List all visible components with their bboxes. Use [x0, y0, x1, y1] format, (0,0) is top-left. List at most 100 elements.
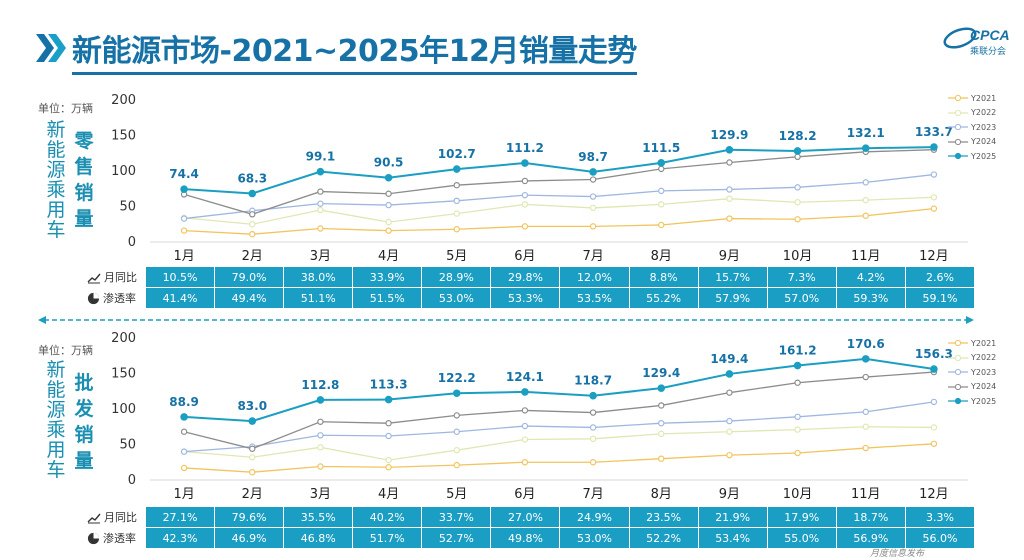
data-point-y2025 [248, 189, 257, 198]
data-point-y2024 [862, 373, 869, 381]
legend-label: Y2024 [971, 137, 997, 147]
data-point-y2025 [657, 159, 666, 167]
y-tick-label: 200 [111, 93, 136, 108]
vehicle-label-char: 新 [46, 119, 66, 141]
data-point-y2024 [521, 177, 529, 185]
y-tick-label: 50 [119, 438, 136, 453]
legend-marker-icon [948, 95, 968, 102]
data-point-y2023 [658, 187, 665, 195]
table-cell: 33.7% [421, 506, 492, 528]
table-cell: 18.7% [835, 506, 906, 528]
row-header-label: 月同比 [104, 271, 137, 284]
data-point-y2024 [658, 402, 665, 409]
data-point-y2025 [793, 147, 802, 155]
legend-marker-icon [948, 109, 968, 116]
vehicle-label-char: 能 [46, 139, 66, 161]
data-point-y2021 [180, 464, 188, 472]
data-point-y2025 [657, 384, 666, 392]
x-tick-label: 1月 [173, 249, 194, 264]
x-tick-label: 1月 [173, 487, 194, 502]
x-tick-label: 2月 [242, 249, 263, 264]
data-label: 112.8 [301, 378, 339, 392]
title-bar: 新能源市场-2021~2025年12月销量走势 CPCA 乘联分会 [0, 18, 1024, 78]
data-point-y2025 [725, 370, 734, 378]
data-point-y2024 [794, 379, 801, 386]
data-label: 118.7 [574, 374, 612, 388]
legend-marker-icon [948, 383, 968, 390]
data-label: 132.1 [847, 126, 885, 140]
x-tick-label: 6月 [514, 487, 535, 502]
data-point-y2022 [317, 444, 324, 451]
table-cell: 49.8% [490, 527, 561, 549]
y-tick-label: 200 [111, 331, 136, 346]
data-point-y2022 [862, 423, 869, 430]
table-cell: 51.5% [352, 287, 423, 309]
legend-label: Y2024 [971, 382, 997, 392]
data-label: 102.7 [438, 147, 476, 161]
data-point-y2022 [930, 194, 938, 201]
vehicle-label-char: 乘 [46, 419, 66, 441]
data-point-y2024 [726, 389, 733, 396]
series-line-y2024 [183, 371, 934, 450]
data-label: 161.2 [779, 344, 817, 358]
table-cell: 51.7% [352, 527, 423, 549]
series-line-y2021 [184, 207, 934, 235]
row-header: 月同比 [82, 266, 146, 288]
table-cell: 59.1% [904, 287, 976, 309]
data-point-y2021 [726, 451, 733, 459]
data-point-y2023 [521, 422, 529, 430]
data-label: 149.4 [710, 352, 748, 366]
data-point-y2025 [521, 159, 529, 167]
table-cell: 41.4% [144, 287, 216, 309]
panel-label-char: 发 [74, 398, 94, 420]
data-point-y2025 [248, 417, 257, 425]
table-cell: 7.3% [766, 266, 837, 288]
data-point-y2022 [589, 204, 597, 212]
data-point-y2022 [385, 456, 392, 464]
data-point-y2022 [726, 195, 733, 202]
row-header-label: 渗透率 [103, 292, 136, 305]
x-tick-label: 6月 [514, 249, 535, 264]
legend-item: Y2021 [948, 336, 996, 351]
unit-label-top: 单位：万辆 [38, 102, 93, 115]
data-point-y2025 [725, 145, 734, 154]
svg-text:乘联分会: 乘联分会 [970, 45, 1006, 57]
vehicle-label-char: 新 [46, 359, 66, 381]
data-point-y2022 [521, 201, 529, 208]
data-point-y2021 [658, 455, 665, 462]
y-tick-label: 150 [111, 367, 136, 382]
data-point-y2022 [453, 210, 460, 217]
data-point-y2024 [658, 165, 665, 173]
table-cell: 57.0% [766, 287, 837, 309]
data-point-y2021 [658, 221, 665, 229]
footer-note: 月度信息发布 [870, 549, 925, 559]
legend-top: Y2021 Y2022 Y2023 Y2024 Y2025 [948, 91, 996, 164]
panel-label-char: 量 [74, 450, 94, 472]
table-cell: 4.2% [835, 266, 906, 288]
data-point-y2025 [793, 361, 802, 370]
table-cell: 53.3% [490, 287, 561, 309]
data-point-y2025 [930, 365, 938, 373]
legend-marker-icon [948, 398, 968, 405]
pie-chart-icon [87, 292, 100, 305]
data-point-y2025 [452, 389, 461, 398]
data-point-y2023 [930, 398, 938, 406]
data-point-y2024 [317, 418, 324, 425]
data-point-y2021 [589, 459, 597, 466]
data-point-y2025 [384, 173, 393, 182]
data-point-y2025 [589, 168, 597, 176]
data-point-y2024 [589, 409, 597, 416]
data-point-y2022 [249, 454, 256, 461]
data-point-y2021 [862, 212, 869, 219]
table-row: 月同比 27.1% 79.6% 35.5% 40.2% 33.7% 27.0% 24.9% 23… [82, 506, 976, 528]
data-point-y2022 [589, 435, 597, 443]
table-cell: 15.7% [697, 266, 768, 288]
data-point-y2025 [861, 144, 870, 153]
row-header: 渗透率 [82, 287, 146, 309]
legend-item: Y2022 [948, 351, 996, 366]
data-point-y2023 [726, 186, 733, 193]
data-point-y2021 [385, 464, 392, 471]
data-label: 129.4 [642, 366, 680, 380]
pie-chart-icon [87, 532, 100, 545]
data-point-y2023 [794, 184, 801, 191]
